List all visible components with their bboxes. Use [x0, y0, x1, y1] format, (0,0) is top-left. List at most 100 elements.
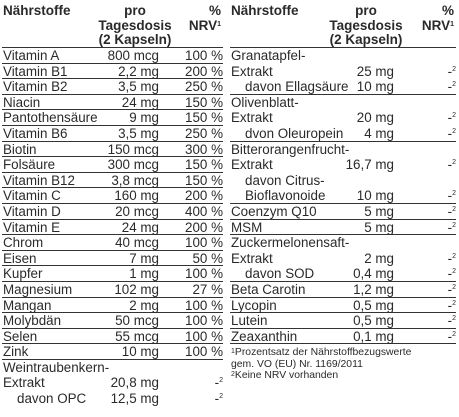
footnote-marker: 2 — [452, 190, 456, 198]
footnote-marker: 2 — [452, 299, 456, 307]
nutrient-name: Mangan — [3, 297, 52, 313]
daily-dose: 20 mg — [356, 110, 394, 126]
nutrient-name: Extrakt — [231, 250, 273, 266]
nrv-value: -2 — [447, 63, 456, 79]
nrv-value: -2 — [214, 391, 223, 407]
nutrient-name: Extrakt — [3, 375, 45, 391]
nrv-value: 200 % — [185, 188, 223, 204]
daily-dose: 0,5 mg — [353, 313, 394, 329]
table-row: davon Citrus- — [230, 173, 456, 189]
table-row: Lycopin 0,5 mg -2 — [230, 298, 456, 314]
header-nrv: % NRV1 — [188, 3, 221, 33]
nutrient-name: Vitamin B12 — [3, 172, 75, 188]
nrv-value: 100 % — [185, 344, 223, 360]
header-nutrients: Nährstoffe — [3, 3, 71, 18]
table-row: Biotin 150 mcg 300 % — [2, 142, 223, 158]
table-row: Weintraubenkern- — [2, 360, 223, 376]
daily-dose: 10 mg — [121, 344, 159, 360]
table-row: Extrakt 16,7 mg -2 — [230, 157, 456, 173]
table-row: Molybdän 50 mcg 100 % — [2, 313, 223, 329]
daily-dose: 102 mg — [114, 281, 159, 297]
daily-dose: 3,5 mg — [118, 79, 159, 95]
daily-dose: 2,2 mg — [118, 63, 159, 79]
table-header-right: Nährstoffe pro Tagesdosis (2 Kapseln) % … — [230, 0, 456, 47]
nutrient-name: Lycopin — [231, 297, 277, 313]
footnote-line: gem. VO (EU) Nr. 1169/2011 — [231, 358, 363, 370]
table-row: Vitamin B12 3,8 mcg 150 % — [2, 173, 223, 189]
nutrient-name: Selen — [3, 328, 38, 344]
table-row: Niacin 24 mg 150 % — [2, 95, 223, 111]
daily-dose: 20 mcg — [115, 203, 159, 219]
nutrient-name: davon SOD — [245, 266, 315, 282]
table-row: Extrakt 25 mg -2 — [230, 64, 456, 80]
table-row: davon SOD 0,4 mg -2 — [230, 266, 456, 282]
footnote-marker: 2 — [452, 268, 456, 276]
table-row: Selen 55 mcg 100 % — [2, 329, 223, 345]
nrv-value: -2 — [447, 281, 456, 297]
nrv-value: 100 % — [185, 313, 223, 329]
nutrient-table-left: Nährstoffe pro Tagesdosis (2 Kapseln) % … — [2, 0, 223, 407]
daily-dose: 10 mg — [356, 188, 394, 204]
nutrient-name: Zeaxanthin — [231, 328, 298, 344]
header-daily-dose: pro Tagesdosis (2 Kapseln) — [329, 3, 403, 47]
table-row: Eisen 7 mg 50 % — [2, 251, 223, 267]
table-row: dvon Oleuropein 4 mg -2 — [230, 126, 456, 142]
table-row: Zink 10 mg 100 % — [2, 344, 223, 360]
nutrient-name: Extrakt — [231, 63, 273, 79]
footnote-marker: 2 — [219, 377, 223, 385]
nutrient-name: Bitterorangenfrucht- — [231, 141, 350, 157]
daily-dose: 0,4 mg — [353, 266, 394, 282]
nrv-value: -2 — [447, 266, 456, 282]
daily-dose: 9 mg — [129, 110, 159, 126]
table-row: Zeaxanthin 0,1 mg -2 — [230, 329, 456, 345]
nutrient-name: Vitamin C — [3, 188, 61, 204]
nutrient-name: Extrakt — [231, 157, 273, 173]
daily-dose: 20,8 mg — [110, 375, 159, 391]
table-header-left: Nährstoffe pro Tagesdosis (2 Kapseln) % … — [2, 0, 223, 47]
nutrient-name: Granatapfel- — [231, 48, 306, 63]
footnote-marker: 2 — [452, 81, 456, 89]
table-row: Granatapfel- — [230, 48, 456, 64]
footnote-marker: 2 — [452, 159, 456, 167]
nutrient-name: Niacin — [3, 94, 41, 110]
nutrient-name: Vitamin B6 — [3, 125, 68, 141]
nrv-value: -2 — [447, 79, 456, 95]
daily-dose: 3,5 mg — [118, 125, 159, 141]
nutrient-name: dvon Oleuropein — [245, 125, 344, 141]
daily-dose: 7 mg — [129, 250, 159, 266]
nutrient-name: Coenzym Q10 — [231, 203, 317, 219]
table-row: Kupfer 1 mg 100 % — [2, 266, 223, 282]
nrv-value: -2 — [447, 250, 456, 266]
table-row: Vitamin B2 3,5 mg 250 % — [2, 79, 223, 95]
nutrient-name: Zuckermelonensaft- — [231, 235, 350, 251]
daily-dose: 0,1 mg — [353, 328, 394, 344]
nrv-value: -2 — [214, 375, 223, 391]
nrv-value: -2 — [447, 203, 456, 219]
footnote-marker: 2 — [452, 65, 456, 73]
daily-dose: 55 mcg — [115, 328, 159, 344]
nrv-value: 150 % — [185, 94, 223, 110]
nutrient-name: MSM — [231, 219, 263, 235]
nrv-value: -2 — [447, 313, 456, 329]
nutrient-name: davon OPC — [17, 391, 87, 407]
table-row: Pantothensäure 9 mg 150 % — [2, 110, 223, 126]
daily-dose: 16,7 mg — [345, 157, 394, 173]
daily-dose: 24 mg — [121, 219, 159, 235]
table-row: Zuckermelonensaft- — [230, 235, 456, 251]
nutrient-name: Vitamin B1 — [3, 63, 68, 79]
table-row: Chrom 40 mcg 100 % — [2, 235, 223, 251]
header-nutrients: Nährstoffe — [231, 3, 299, 18]
nutrient-name: Vitamin D — [3, 203, 61, 219]
table-row: Vitamin D 20 mcg 400 % — [2, 204, 223, 220]
nutrient-name: Extrakt — [231, 110, 273, 126]
table-row: Olivenblatt- — [230, 95, 456, 111]
nrv-value: 250 % — [185, 79, 223, 95]
nrv-value: 100 % — [185, 48, 223, 63]
nutrient-name: Folsäure — [3, 157, 56, 173]
footnote-marker: 2 — [452, 127, 456, 135]
nrv-value: 200 % — [185, 219, 223, 235]
daily-dose: 300 mcg — [107, 157, 159, 173]
table-row: davon OPC 12,5 mg -2 — [2, 391, 223, 407]
daily-dose: 0,5 mg — [353, 297, 394, 313]
nrv-value: 100 % — [185, 328, 223, 344]
